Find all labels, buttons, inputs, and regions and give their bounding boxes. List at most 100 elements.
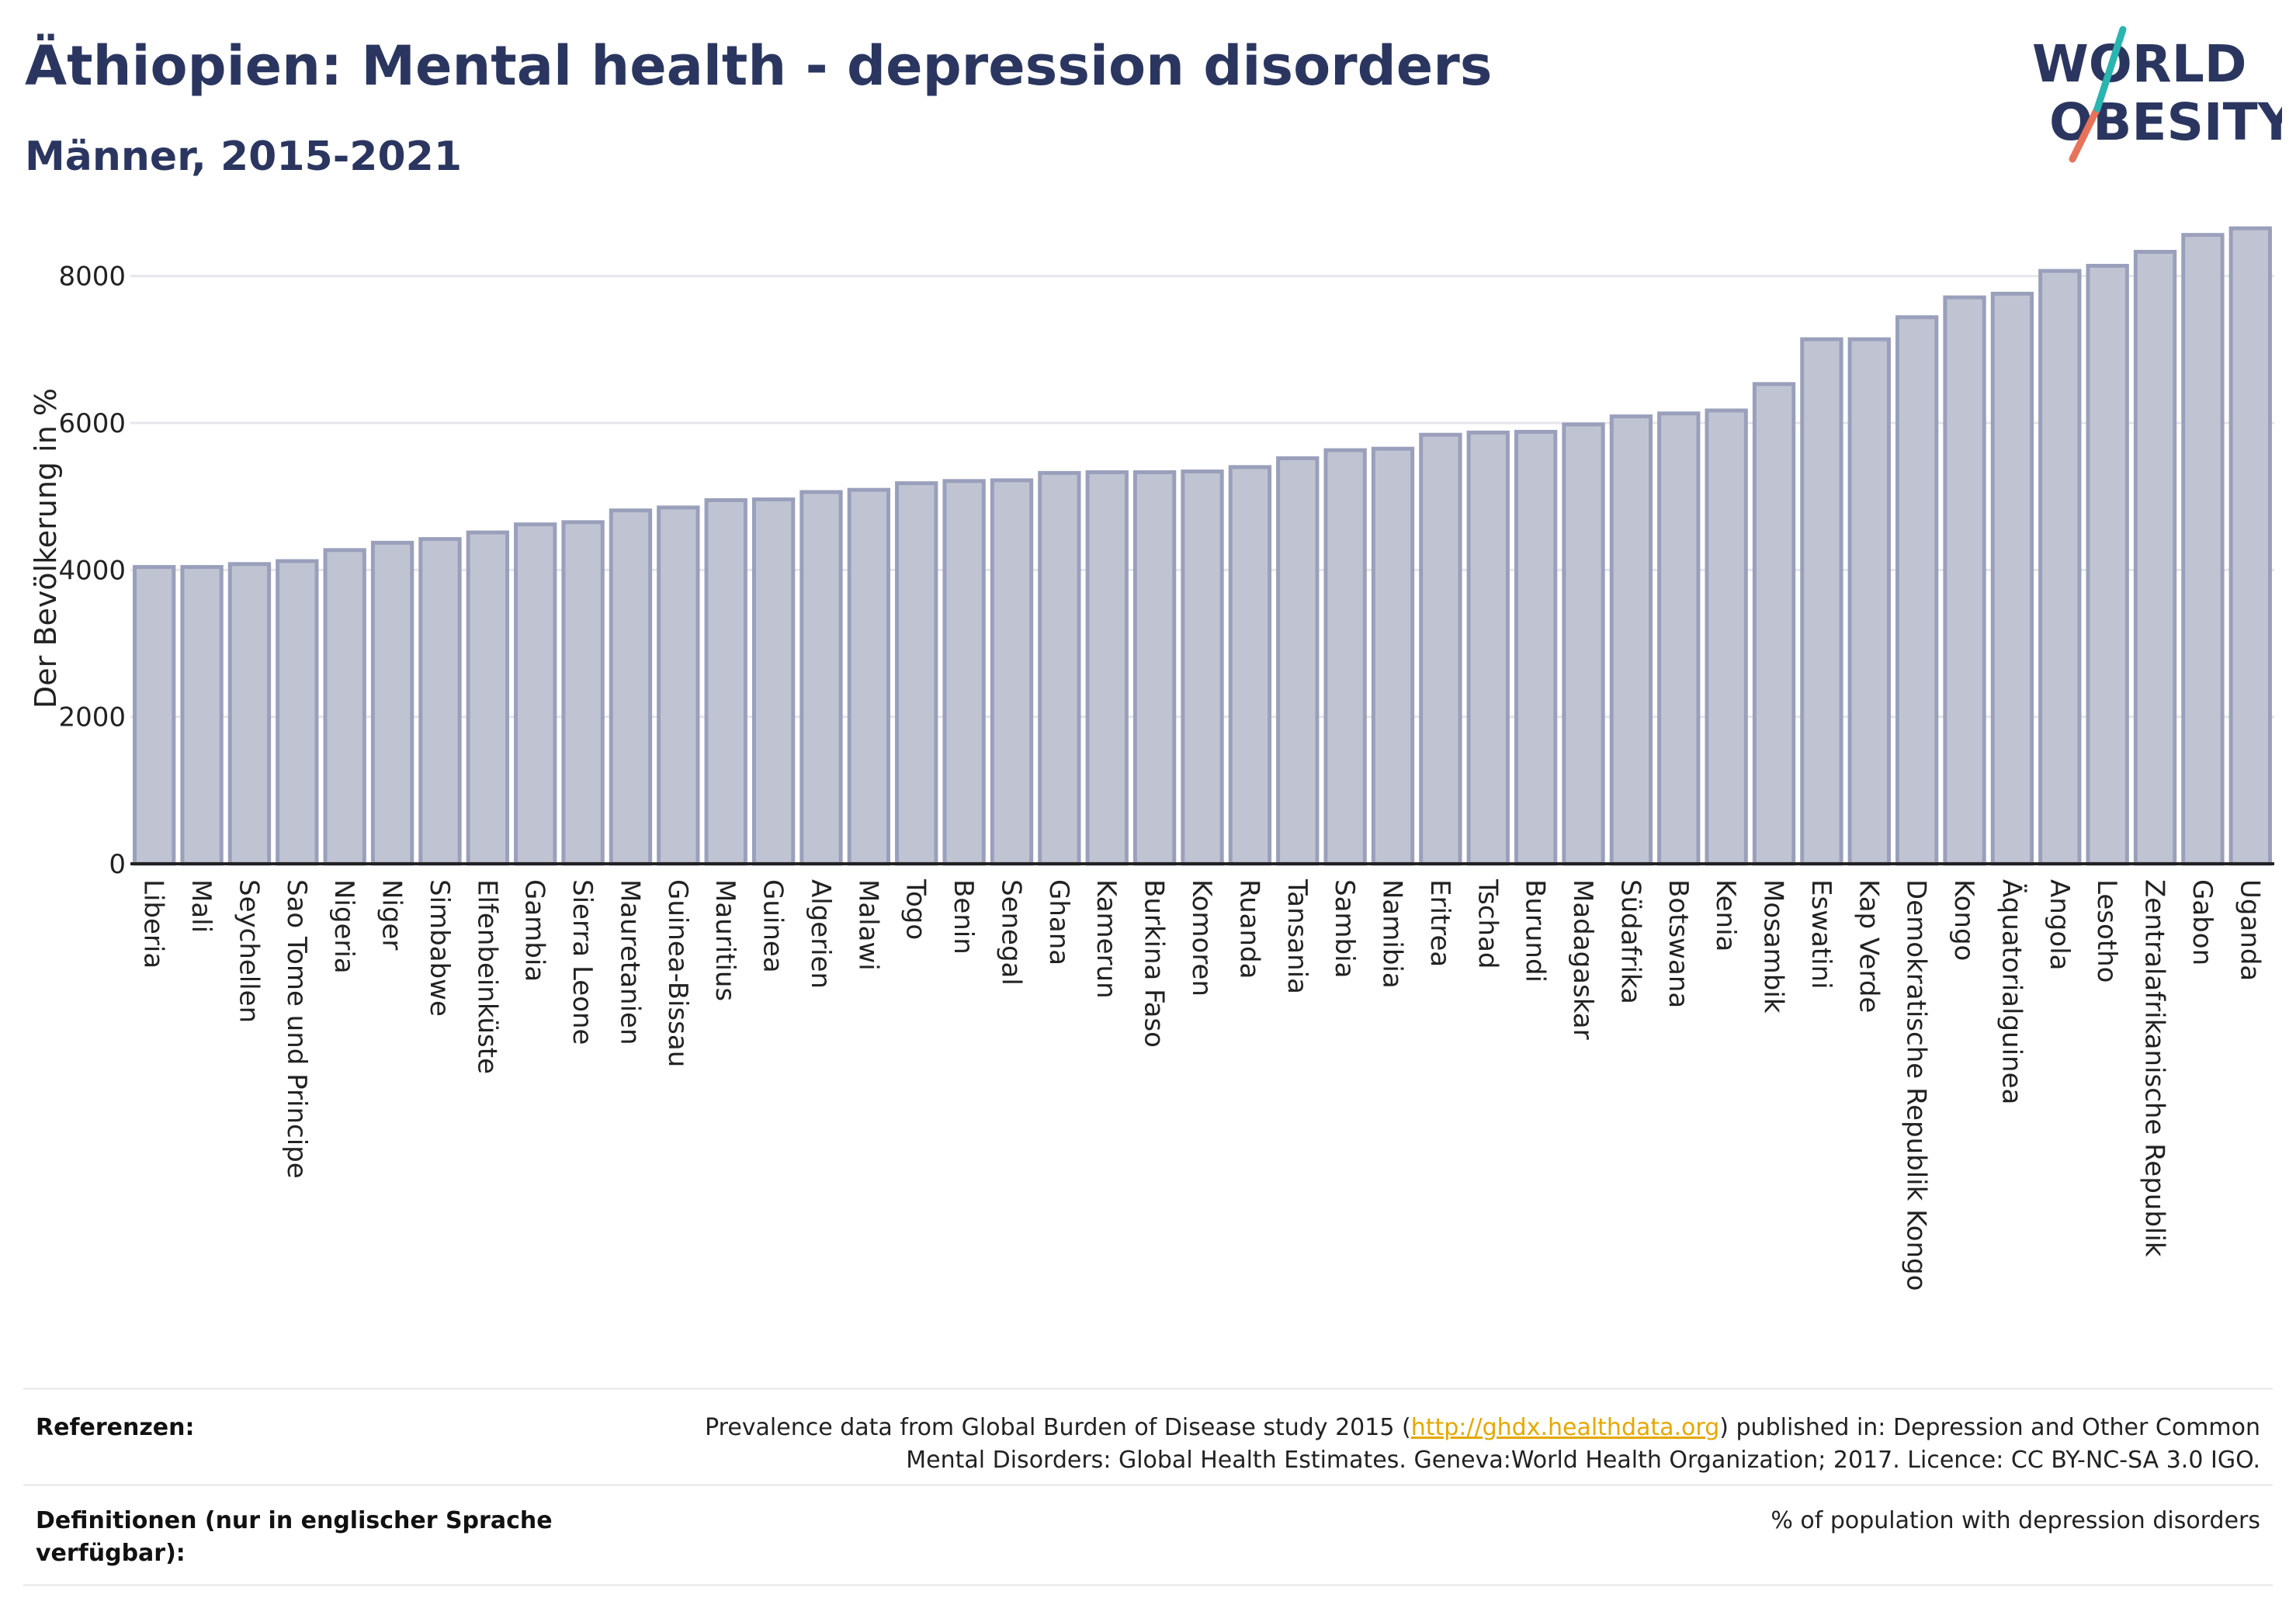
x-tick-label: Komoren [1186,879,1217,996]
bar-guinea-bissau[interactable] [657,505,700,866]
x-tick-label: Demokratische Republik Kongo [1901,879,1932,1291]
x-tick-label: Ghana [1043,879,1074,965]
bar-komoren[interactable] [1181,470,1224,866]
bars [133,226,2272,866]
bar-liberia[interactable] [133,565,176,866]
x-tick-label: Elfenbeinküste [471,879,502,1074]
bar-sierra-leone[interactable] [561,520,605,866]
bar-ghana[interactable] [1038,470,1081,866]
x-tick-label: Gambia [519,879,550,982]
x-tick-label: Seychellen [233,879,264,1023]
x-tick-label: Zentralafrikanische Republik [2139,879,2170,1257]
bar-algerien[interactable] [799,490,843,866]
bar-mali[interactable] [180,565,224,866]
bar-uganda[interactable] [2228,226,2272,866]
x-tick-label: Tschad [1472,879,1503,969]
bar-mauritius[interactable] [704,497,747,866]
bar-senegal[interactable] [990,478,1034,866]
references-label: Referenzen: [36,1414,195,1441]
x-tick-label: Benin [948,879,979,955]
x-tick-label: Kap Verde [1853,879,1884,1013]
definitions-label: Definitionen (nur in englischer Sprache … [36,1507,553,1567]
x-tick-label: Malawi [852,879,883,971]
x-tick-label: Niger [376,879,408,950]
bar-äquatorialguinea[interactable] [1990,291,2034,866]
x-tick-label: Mauritius [709,879,740,1001]
chart-title: Äthiopien: Mental health - depression di… [25,34,1493,98]
references-line2: Mental Disorders: Global Health Estimate… [906,1447,2260,1474]
bar-burkina-faso[interactable] [1132,470,1177,866]
bar-gambia[interactable] [514,522,557,866]
bar-südafrika[interactable] [1609,414,1653,866]
bar-mosambik[interactable] [1752,382,1796,866]
references-line1-before: Prevalence data from Global Burden of Di… [705,1414,1411,1441]
x-tick-label: Mali [186,879,217,933]
world-obesity-logo: WORLD OBESITY [2032,26,2282,163]
bar-kamerun[interactable] [1085,470,1129,866]
y-tick-label: 2000 [58,702,126,733]
bar-madagaskar[interactable] [1562,422,1605,866]
bar-elfenbeinküste[interactable] [466,530,509,866]
bar-angola[interactable] [2038,269,2082,866]
y-axis-label: Der Bevölkerung in % [29,388,63,709]
bar-mauretanien[interactable] [609,508,653,866]
bar-lesotho[interactable] [2086,263,2129,866]
x-tick-label: Mauretanien [614,879,645,1045]
svg-text:WORLD: WORLD [2032,34,2247,94]
bar-ruanda[interactable] [1228,465,1272,866]
bar-kongo[interactable] [1943,295,1986,866]
x-tick-label: Kamerun [1091,879,1122,999]
x-tick-label: Tansania [1282,879,1313,994]
y-axis-ticks: 0 2000 4000 6000 8000 [58,262,126,880]
bar-zentralafrikanische-republik[interactable] [2133,249,2177,866]
bar-kap-verde[interactable] [1847,337,1891,866]
x-tick-label: Mosambik [1758,879,1789,1014]
x-tick-label: Togo [900,879,931,940]
bar-demokratische-republik-kongo[interactable] [1895,315,1939,866]
x-tick-label: Liberia [138,879,169,969]
chart-subtitle: Männer, 2015-2021 [25,133,463,180]
bar-simbabwe[interactable] [418,537,462,866]
references-link[interactable]: http://ghdx.healthdata.org [1410,1414,1720,1441]
bar-sao-tome-und-principe[interactable] [276,559,319,866]
x-tick-label: Madagaskar [1567,879,1598,1040]
x-tick-label: Äquatorialguinea [1996,879,2027,1104]
x-tick-label: Eritrea [1424,879,1455,967]
bar-tansania[interactable] [1276,456,1320,866]
footer-references-row: Referenzen: Prevalence data from Global … [23,1388,2273,1486]
bar-malawi[interactable] [847,487,891,866]
x-tick-label: Botswana [1663,879,1694,1008]
y-tick-label: 0 [109,849,126,880]
bar-namibia[interactable] [1371,446,1415,866]
x-tick-label: Kenia [1710,879,1741,951]
x-tick-label: Guinea [758,879,789,973]
x-tick-label: Nigeria [328,879,359,974]
x-tick-label: Uganda [2234,879,2265,981]
x-tick-label: Namibia [1377,879,1408,989]
bar-botswana[interactable] [1657,411,1701,866]
references-line1-after: ) published in: Depression and Other Com… [1719,1414,2260,1441]
references-text: Prevalence data from Global Burden of Di… [553,1412,2260,1477]
bar-kenia[interactable] [1705,408,1748,866]
bar-gabon[interactable] [2181,233,2225,866]
bar-guinea[interactable] [751,497,796,866]
bar-burundi[interactable] [1514,429,1558,866]
x-tick-label: Eswatini [1805,879,1836,989]
x-tick-label: Angola [2044,879,2075,970]
x-axis-ticks: Liberia Mali Seychellen Sao Tome und Princi… [138,879,2266,1291]
x-tick-label: Südafrika [1614,879,1646,1004]
bar-benin[interactable] [942,479,986,866]
y-tick-label: 6000 [58,408,126,439]
footer-definitions-row: Definitionen (nur in englischer Sprache … [23,1484,2273,1586]
x-tick-label: Ruanda [1233,879,1264,979]
bar-eritrea[interactable] [1419,432,1462,866]
bar-nigeria[interactable] [323,548,366,866]
bar-eswatini[interactable] [1800,337,1843,866]
bar-tschad[interactable] [1466,430,1510,866]
bar-niger[interactable] [370,540,414,866]
bar-sambia[interactable] [1323,448,1367,866]
bar-togo[interactable] [895,481,938,866]
y-tick-label: 8000 [58,262,126,293]
x-tick-label: Sierra Leone [567,879,598,1045]
bar-seychellen[interactable] [227,562,272,866]
